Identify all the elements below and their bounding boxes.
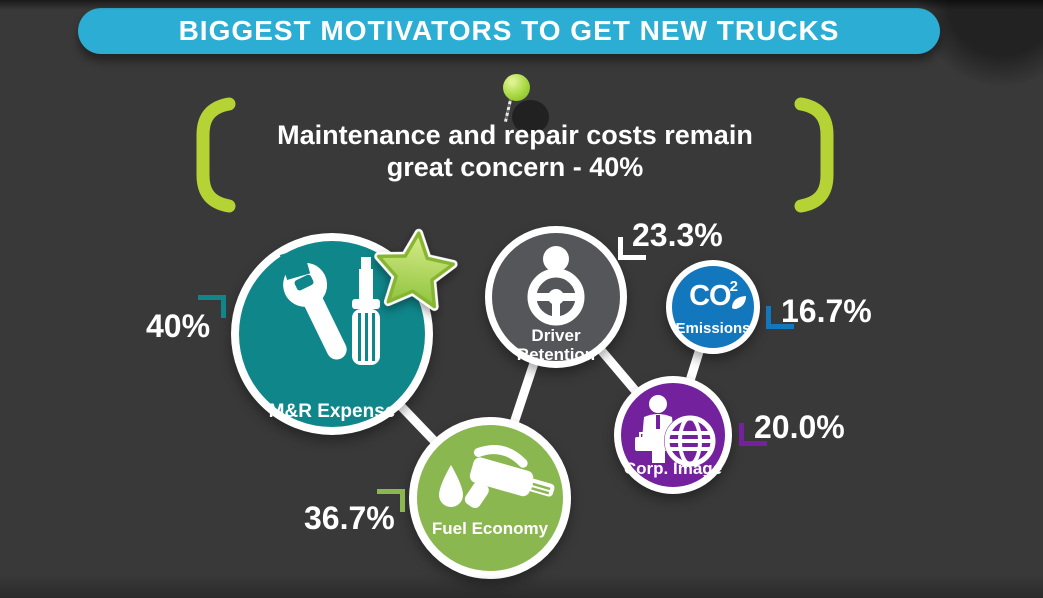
pushpin-shadow (512, 100, 549, 134)
value-tick-driver-retention (618, 237, 646, 260)
callout-line-1: Maintenance and repair costs remain (277, 120, 753, 150)
co2-leaf-icon: CO2 (672, 278, 754, 313)
pushpin-icon (503, 74, 530, 101)
bubble-label-corp-image: Corp. Image (623, 459, 723, 478)
value-label-emissions: 16.7% (781, 293, 872, 329)
bubble-label-fuel-economy: Fuel Economy (431, 519, 549, 538)
wrench-screwdriver-icon (279, 253, 380, 365)
bubble-driver-retention: Driver Retention (485, 226, 627, 368)
bubble-label-mr-expense: M&R Expense (268, 401, 396, 422)
star-badge-icon (374, 228, 458, 311)
value-label-driver-retention: 23.3% (632, 217, 723, 253)
callout-headline: Maintenance and repair costs remain grea… (235, 119, 795, 183)
bubble-emissions: CO2 Emissions (666, 260, 760, 354)
bubble-fuel-economy: Fuel Economy (409, 417, 571, 579)
driver-steering-wheel-icon (527, 246, 585, 326)
value-tick-corp-image (739, 423, 767, 446)
value-tick-fuel-economy (377, 489, 405, 512)
value-label-mr-expense: 40% (146, 308, 211, 344)
callout-line-2: great concern - 40% (386, 152, 644, 182)
bubble-label-emissions: Emissions (675, 320, 751, 337)
leaf-icon (731, 296, 746, 309)
value-tick-mr-expense (198, 295, 226, 318)
value-label-corp-image: 20.0% (754, 409, 845, 445)
fuel-pump-icon (439, 445, 555, 508)
header-banner: BIGGEST MOTIVATORS TO GET NEW TRUCKS (78, 8, 940, 54)
value-label-fuel-economy: 36.7% (304, 500, 395, 536)
bracket-left-icon (196, 97, 236, 213)
businessman-globe-icon (635, 395, 716, 467)
bubble-corp-image: Corp. Image (614, 376, 732, 494)
bubble-label-driver-retention: Driver Retention (516, 326, 596, 364)
value-tick-emissions (766, 306, 794, 329)
bracket-right-icon (794, 97, 834, 213)
page-title: BIGGEST MOTIVATORS TO GET NEW TRUCKS (178, 15, 840, 46)
